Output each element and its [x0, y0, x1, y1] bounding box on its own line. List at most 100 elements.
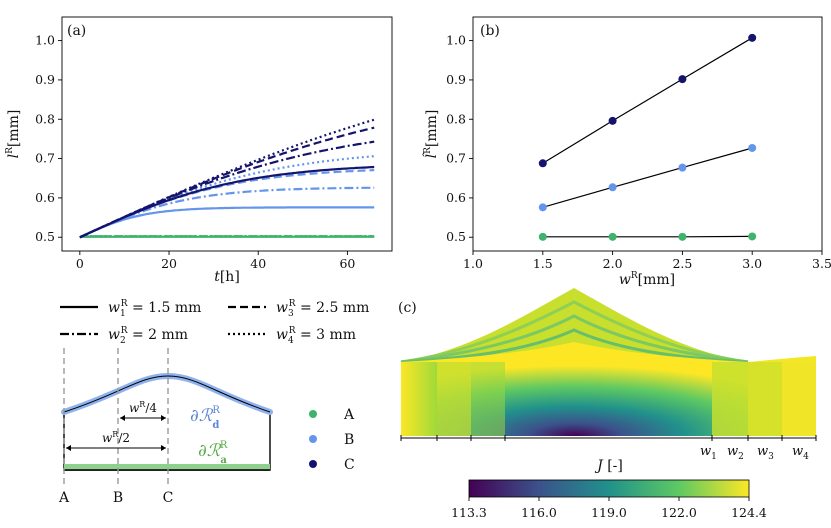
colorbar-tick-label: 124.4: [731, 505, 767, 520]
panel-b-ytick-label: 1.0: [446, 33, 466, 48]
legend-label-w2: w2R = 2 mm: [108, 326, 188, 346]
panel-b-line-b: [542, 147, 753, 208]
section-label-c: C: [163, 490, 174, 506]
panel-a-ytick-label: 0.9: [35, 72, 55, 87]
panel-a-xtick-label: 60: [339, 256, 355, 271]
panel-a-frame: [61, 16, 393, 252]
colorbar-tick-label: 122.0: [661, 505, 697, 520]
colorbar-tick-label: 119.0: [591, 505, 627, 520]
panel-a-tag: (a): [67, 23, 86, 39]
rib-top-edge: [63, 375, 271, 413]
panel-a-xtick-label: 20: [161, 256, 177, 271]
panel-b-xtick-label: 2.0: [603, 256, 623, 271]
half-width-label: wR/2: [102, 430, 130, 445]
point-legend-marker-b: [309, 435, 317, 443]
panel-b-point-a: [608, 232, 617, 241]
panel-b-xtick-label: 1.0: [463, 256, 483, 271]
panel-a-xlabel: t[h]: [214, 269, 240, 285]
panel-b-point-b: [538, 203, 547, 212]
point-legend-label-b: B: [344, 432, 354, 448]
colorbar-tick-label: 113.3: [451, 505, 487, 520]
section-label-a: A: [58, 490, 70, 506]
panel-b-series: [538, 33, 757, 241]
panel-b-ytick-label: 0.6: [446, 190, 466, 205]
width-legend: w1R = 1.5 mm w2R = 2 mm w3R = 2.5 mm w4R = …: [60, 299, 369, 346]
panel-a: (a) 0.5 0.6 0.7 0.8 0.9 1.0 0 20 40 60 t[h] lR[m…: [5, 16, 393, 285]
panel-b-point-b: [678, 163, 687, 172]
w3-strip-right: [748, 362, 782, 436]
panel-a-series: [79, 118, 375, 239]
panel-a-yticks: 0.5 0.6 0.7 0.8 0.9 1.0: [35, 33, 62, 244]
rib-layer-3-edge: [400, 300, 749, 364]
panel-a-line-b-solid: [79, 206, 375, 239]
point-legend-marker-a: [309, 410, 317, 418]
panel-a-ytick-label: 0.6: [35, 190, 55, 205]
width-label-w1: w1: [700, 444, 717, 462]
width-label-w3: w3: [757, 444, 774, 462]
width-label-w4: w4: [792, 444, 809, 462]
panel-a-xticks: 0 20 40 60: [76, 251, 355, 271]
w2-strip-left: [471, 362, 505, 436]
panel-b-point-c: [608, 116, 617, 125]
boundary-a-band: [64, 464, 270, 470]
width-ticks: [400, 435, 817, 441]
panel-b-yticks: 0.5 0.6 0.7 0.8 0.9 1.0: [446, 33, 473, 244]
point-legend-label-a: A: [343, 407, 355, 423]
panel-a-ylabel: lR[mm]: [5, 110, 22, 159]
panel-a-ytick-label: 0.5: [35, 229, 55, 244]
panel-b-ylabel: l̂R[mm]: [422, 110, 440, 159]
quarter-width-arrowheads: [120, 415, 166, 421]
point-legend-marker-c: [309, 460, 317, 468]
panel-b-point-c: [538, 159, 547, 168]
panel-b-xtick-label: 3.5: [812, 256, 831, 271]
panel-a-line-b-dashed: [79, 169, 375, 239]
panel-b-tag: (b): [480, 23, 500, 39]
panel-a-line-b-dashdot: [79, 186, 375, 239]
panel-a-ytick-label: 0.8: [35, 111, 55, 126]
section-label-b: B: [113, 490, 123, 506]
panel-b-xlabel: wR[mm]: [619, 271, 675, 288]
legend-label-w1: w1R = 1.5 mm: [108, 299, 201, 319]
w4-strip-left: [401, 362, 437, 436]
panel-a-line-c-dotted: [79, 118, 375, 239]
colorbar-tick-label: 116.0: [521, 505, 557, 520]
outer-shoulder: [748, 356, 816, 362]
panel-c-tag: (c): [398, 300, 417, 316]
panel-b-point-c: [748, 33, 757, 42]
colorbar-ticks: 113.3 116.0 119.0 122.0 124.4: [451, 497, 767, 520]
colorbar: [468, 479, 750, 498]
quarter-width-label: wR/4: [129, 400, 157, 415]
panel-b-ytick-label: 0.9: [446, 72, 466, 87]
panel-b: (b) 0.5 0.6 0.7 0.8 0.9 1.0 1.0 1.5 2.0 2.5 3.0 3.…: [422, 16, 831, 288]
stacked-rib-field: [400, 288, 816, 436]
panel-a-line-b-dotted: [79, 155, 375, 239]
panel-b-xtick-label: 3.0: [742, 256, 762, 271]
panel-b-point-c: [678, 75, 687, 84]
panel-b-xtick-label: 1.5: [533, 256, 553, 271]
panel-a-line-c-dashdot: [79, 140, 375, 239]
panel-a-ytick-label: 1.0: [35, 33, 55, 48]
panel-b-point-b: [608, 183, 617, 192]
rib-layer-2-edge: [400, 314, 749, 364]
panel-b-xtick-label: 2.5: [672, 256, 692, 271]
panel-b-ytick-label: 0.8: [446, 111, 466, 126]
panel-b-ytick-label: 0.5: [446, 229, 466, 244]
legend-label-w4: w4R = 3 mm: [276, 326, 356, 346]
rib-layer-1-edge: [400, 328, 749, 364]
point-legend-label-c: C: [344, 457, 355, 473]
w3-strip-left: [437, 362, 471, 436]
geometry-sketch: wR/4 wR/2 ∂ℛdR ∂ℛaR A B C: [58, 348, 273, 506]
w2-strip-right: [712, 362, 748, 436]
panel-b-line-c: [542, 37, 753, 164]
panel-a-ytick-label: 0.7: [35, 151, 55, 166]
panel-a-line-c-dashed: [79, 126, 375, 239]
panel-c: (c) w1 w2 w3 w4 J [-] 113.3 116.0 119.0 122…: [398, 288, 817, 520]
rib-outline: [63, 375, 271, 471]
panel-b-point-a: [748, 232, 757, 241]
legend-label-w3: w3R = 2.5 mm: [276, 299, 369, 319]
point-legend: ABC: [309, 407, 355, 473]
panel-b-point-b: [748, 143, 757, 152]
w4-strip-right: [782, 362, 816, 436]
panel-b-xticks: 1.0 1.5 2.0 2.5 3.0 3.5: [463, 251, 831, 271]
